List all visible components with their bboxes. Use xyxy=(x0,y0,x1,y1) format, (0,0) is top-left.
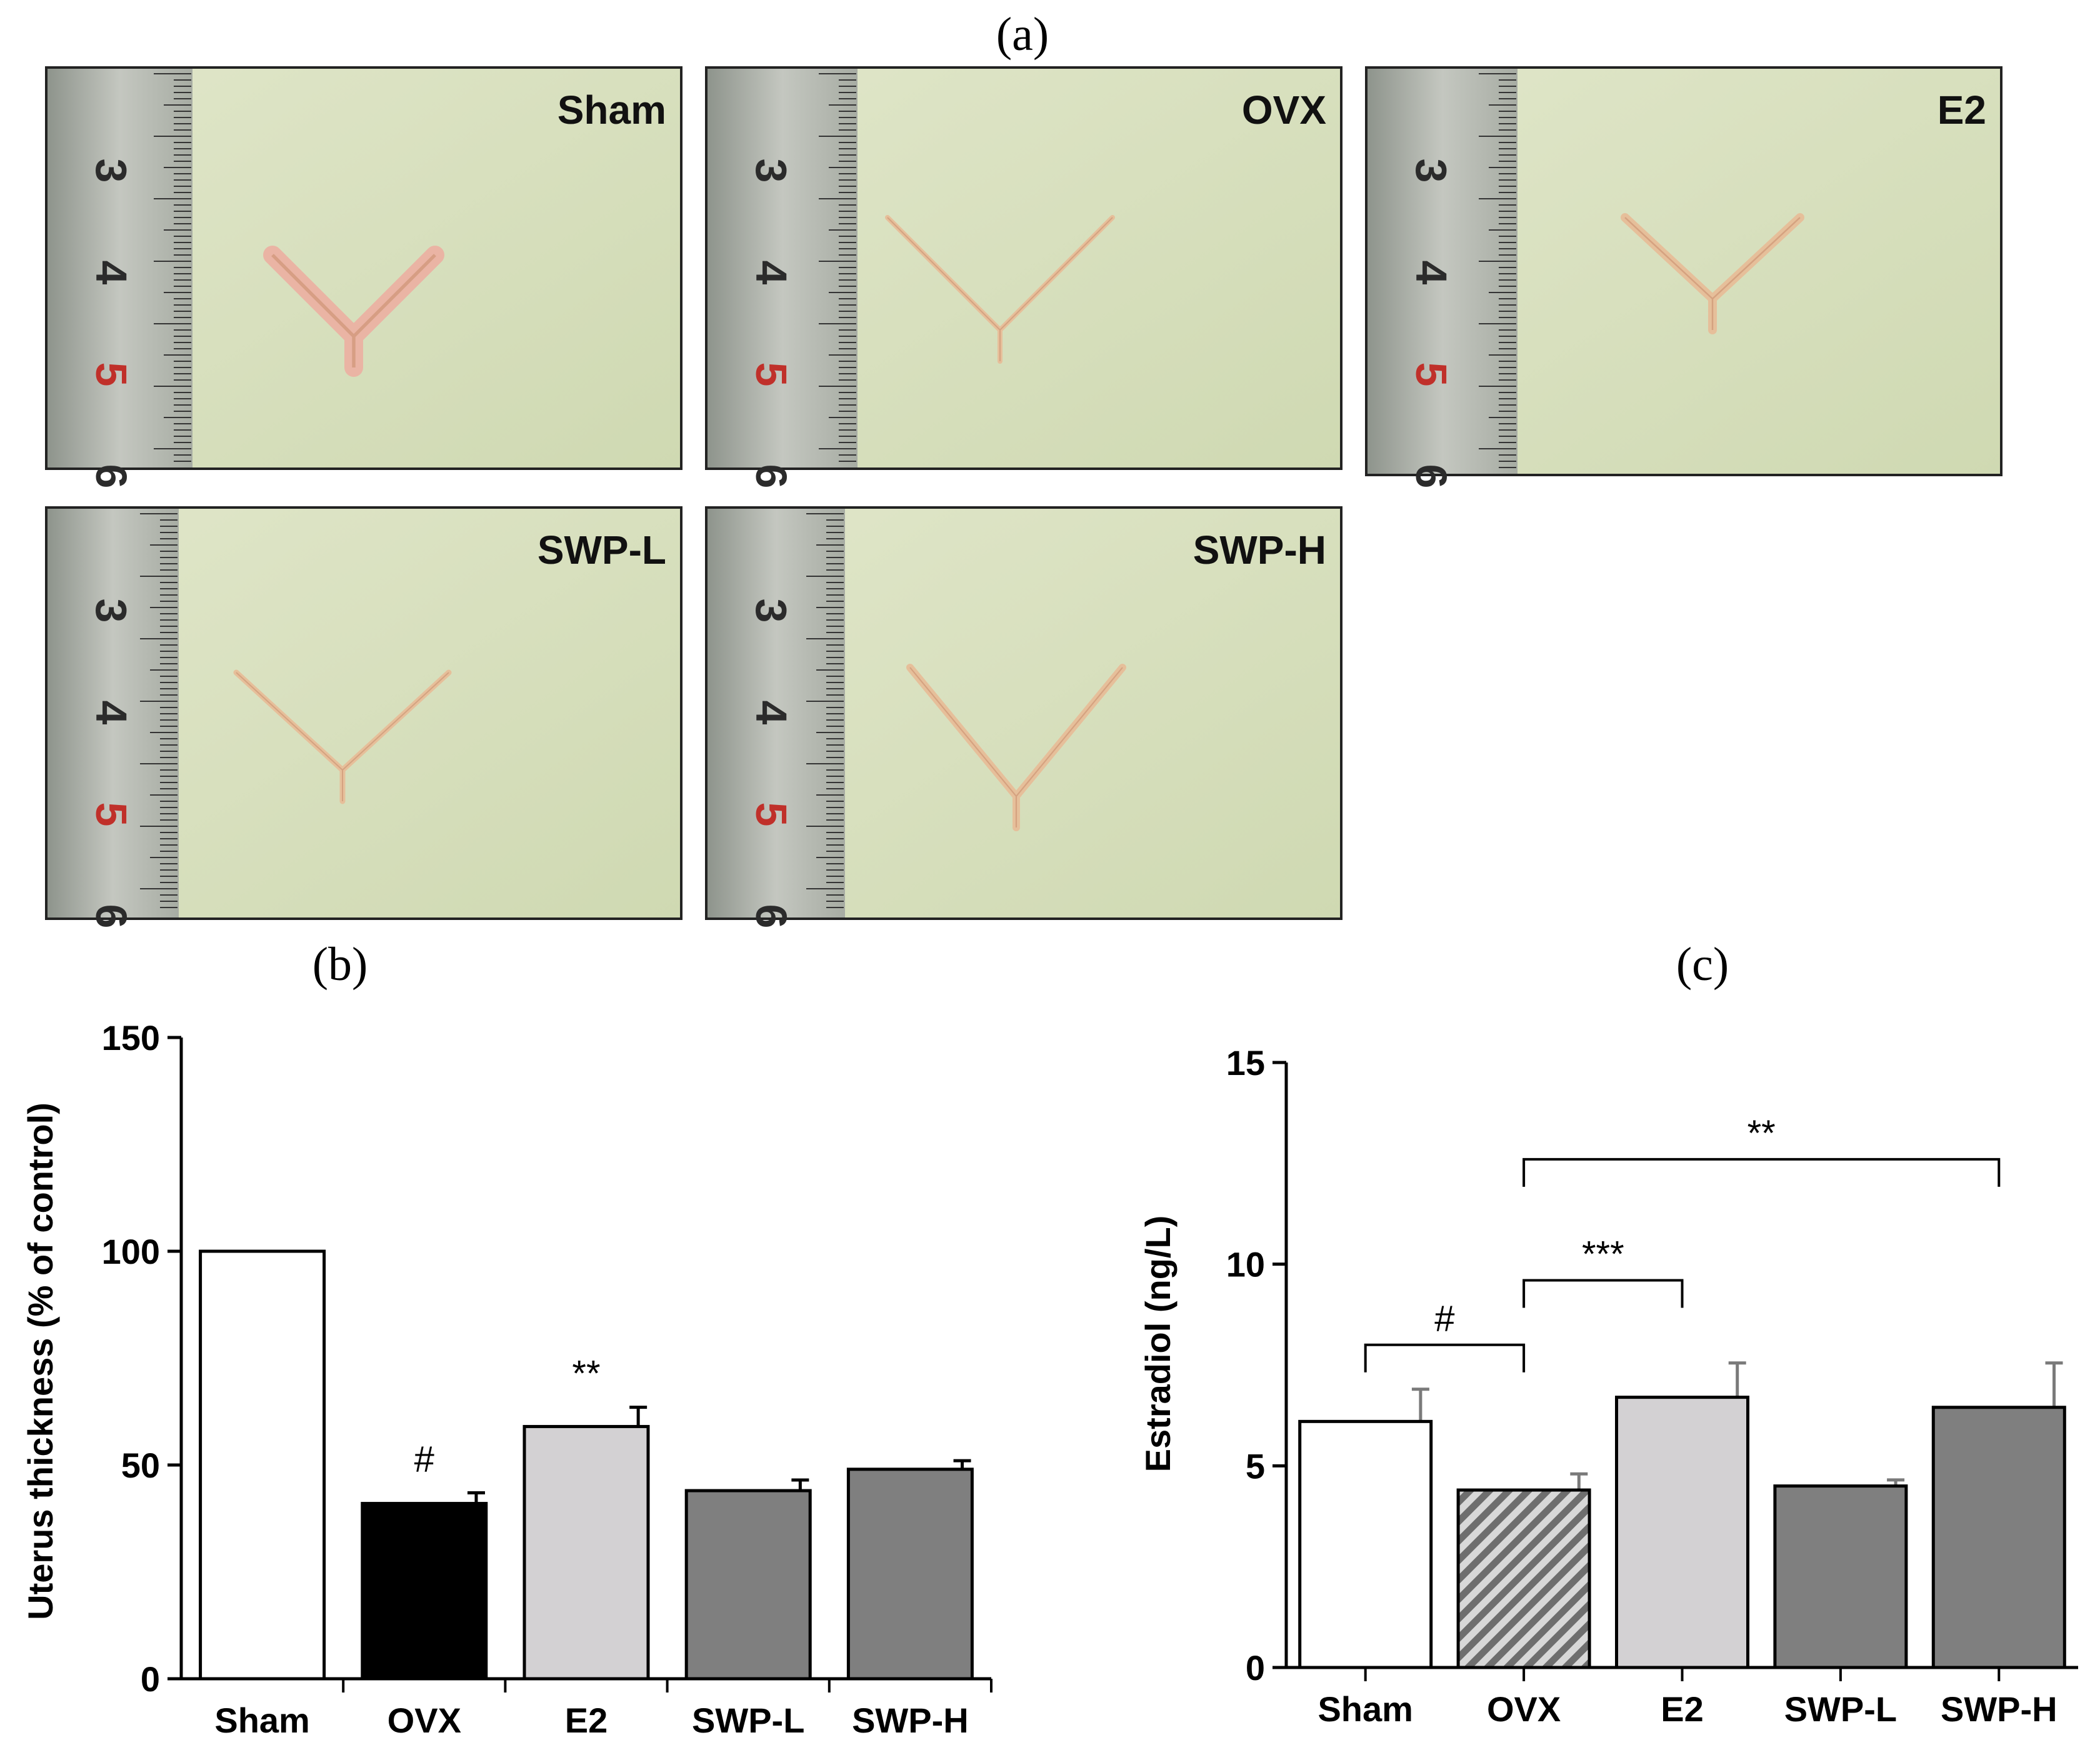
ruler-ticks xyxy=(140,513,178,908)
bar-swp-l xyxy=(684,1489,812,1681)
ruler-number: 6 xyxy=(87,904,136,929)
bar-ovx xyxy=(361,1502,488,1681)
ruler-number: 6 xyxy=(747,464,796,489)
bar-swp-h xyxy=(846,1468,974,1681)
photo-tile-swp-l: 3 4 5 6 SWP-L xyxy=(45,506,682,929)
bar-swp-h xyxy=(1931,1406,2066,1669)
panel-b-label: (b) xyxy=(312,938,368,991)
bar-e2 xyxy=(1615,1396,1749,1669)
photo-label: E2 xyxy=(1938,88,1986,132)
significance-bracket-0 xyxy=(1364,1343,1526,1372)
x-tick-label-swp-l: SWP-L xyxy=(692,1701,804,1740)
x-tick-label-swp-h: SWP-H xyxy=(1941,1689,2058,1729)
significance-bracket-1 xyxy=(1522,1279,1684,1308)
y-tick-label: 0 xyxy=(1246,1648,1265,1688)
estradiol-chart: Estradiol (ng/L) 0 5 10 15 Sham OVX E2 SWP-L SWP… xyxy=(1138,1043,2078,1729)
photo-tile-sham: 3 4 5 6 Sham xyxy=(45,66,682,489)
significance-bracket-label-0: # xyxy=(1434,1299,1454,1339)
ruler-ticks xyxy=(154,73,191,462)
photo-label: SWP-L xyxy=(538,528,666,572)
ruler-number: 6 xyxy=(87,464,136,489)
ruler-number: 5 xyxy=(747,802,796,827)
ruler-number: 5 xyxy=(747,362,796,387)
ruler-number: 3 xyxy=(747,599,796,623)
y-tick-label: 0 xyxy=(141,1659,160,1699)
photo-tile-ovx: 3 4 5 6 OVX xyxy=(705,66,1342,489)
significance-bracket-label-2: ** xyxy=(1748,1113,1776,1154)
photo-label: OVX xyxy=(1242,88,1326,132)
uterus-photo-grid: 3 4 5 6 Sham 3 4 5 6 OVX 3 4 5 6 E2 3 4 5 6 SWP-L 3 4 5 6 SWP-H xyxy=(45,66,2002,929)
panel-a-label: (a) xyxy=(996,8,1049,61)
bar-ovx xyxy=(1456,1488,1591,1669)
y-tick-label: 5 xyxy=(1246,1446,1265,1486)
x-tick-label-e2: E2 xyxy=(565,1701,608,1740)
photo-tile-swp-h: 3 4 5 6 SWP-H xyxy=(705,506,1342,929)
chart-b-ylabel: Uterus thickness (% of control) xyxy=(21,1102,60,1620)
significance-bracket-label-1: *** xyxy=(1582,1234,1624,1274)
ruler-number: 4 xyxy=(747,261,796,285)
bar-sham xyxy=(199,1249,326,1681)
uterus-thickness-chart: Uterus thickness (% of control) 0 50 100 15… xyxy=(21,1018,992,1740)
ruler-number: 3 xyxy=(1407,159,1456,183)
x-tick-label-sham: Sham xyxy=(214,1701,310,1740)
ruler-ticks xyxy=(819,73,856,462)
y-tick-label: 100 xyxy=(102,1232,160,1271)
ruler-number: 4 xyxy=(1407,261,1456,285)
ruler-number: 5 xyxy=(87,362,136,387)
x-tick-label-sham: Sham xyxy=(1318,1689,1413,1729)
bar-swp-l xyxy=(1773,1484,1908,1669)
y-tick-label: 10 xyxy=(1226,1245,1265,1284)
ruler xyxy=(48,69,192,468)
x-tick-label-swp-h: SWP-H xyxy=(852,1701,969,1740)
photo-tile-e2: 3 4 5 6 E2 xyxy=(1365,66,2002,489)
chart-c-ylabel: Estradiol (ng/L) xyxy=(1138,1216,1178,1472)
photo-label: SWP-H xyxy=(1193,528,1326,572)
significance-ovx: # xyxy=(414,1439,434,1479)
ruler-number: 5 xyxy=(1407,362,1456,387)
ruler-number: 5 xyxy=(87,802,136,827)
x-tick-label-swp-l: SWP-L xyxy=(1784,1689,1897,1729)
ruler-ticks xyxy=(806,513,844,908)
ruler-number: 3 xyxy=(87,159,136,183)
ruler-number: 3 xyxy=(87,599,136,623)
bar-e2 xyxy=(522,1424,650,1681)
y-tick-label: 15 xyxy=(1226,1043,1265,1082)
ruler-ticks xyxy=(1479,73,1516,468)
y-tick-label: 50 xyxy=(121,1446,160,1485)
panel-c-label: (c) xyxy=(1676,938,1729,991)
bar-sham xyxy=(1298,1419,1433,1669)
ruler-number: 4 xyxy=(87,701,136,725)
photo-label: Sham xyxy=(558,88,666,132)
y-tick-label: 150 xyxy=(102,1018,160,1058)
significance-bracket-2 xyxy=(1522,1158,2001,1187)
ruler-number: 6 xyxy=(747,904,796,929)
x-tick-label-ovx: OVX xyxy=(1487,1689,1561,1729)
significance-e2: ** xyxy=(572,1354,600,1394)
x-tick-label-ovx: OVX xyxy=(388,1701,461,1740)
ruler-number: 6 xyxy=(1407,464,1456,489)
x-tick-label-e2: E2 xyxy=(1661,1689,1704,1729)
ruler-number: 4 xyxy=(747,701,796,725)
ruler-number: 3 xyxy=(747,159,796,183)
ruler xyxy=(708,69,858,468)
ruler-number: 4 xyxy=(87,261,136,285)
